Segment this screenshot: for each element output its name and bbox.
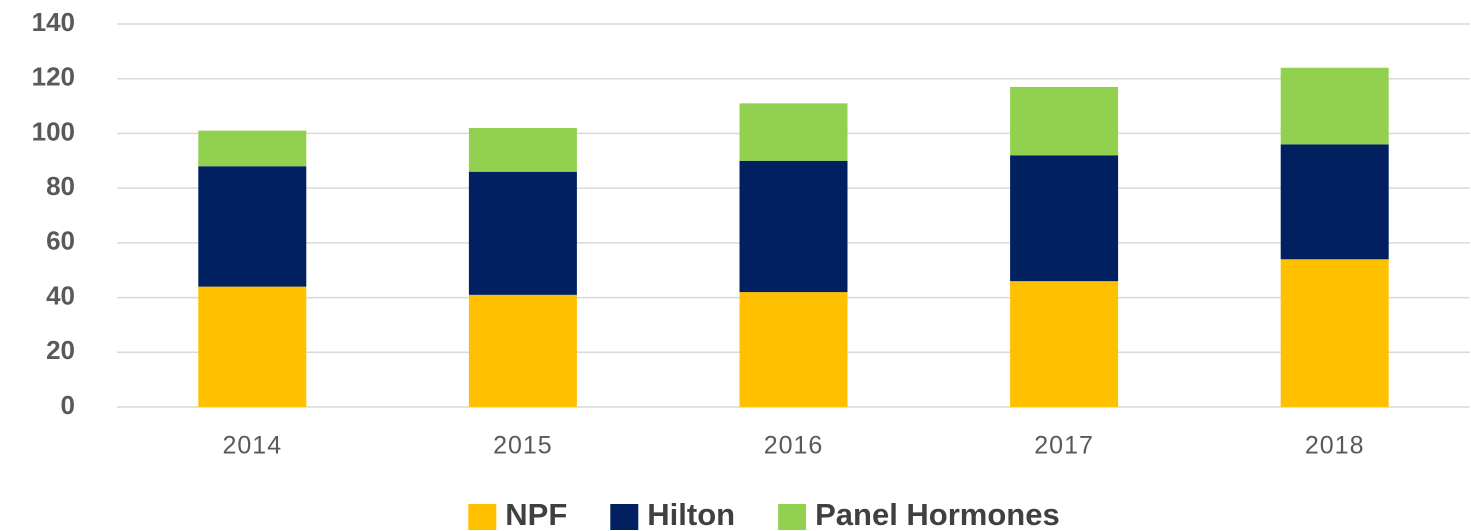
legend-label: NPF: [505, 497, 567, 531]
bar-segment: [739, 160, 848, 293]
y-tick-label: 60: [46, 226, 75, 256]
x-tick-label: 2016: [764, 432, 824, 460]
bar-segment: [1280, 259, 1389, 407]
bar-segment: [468, 171, 577, 295]
bar-segment: [1280, 144, 1389, 260]
bar-segment: [739, 292, 848, 407]
legend-label: Panel Hormones: [815, 497, 1060, 531]
bar-segment: [1010, 86, 1119, 156]
bar-segment: [1010, 281, 1119, 407]
bar-segment: [198, 166, 307, 287]
legend-label: Hilton: [647, 497, 735, 531]
y-tick-label: 40: [46, 280, 75, 310]
bar-segment: [739, 103, 848, 161]
bar-segment: [1280, 67, 1389, 145]
x-tick-label: 2015: [493, 432, 553, 460]
y-tick-label: 100: [32, 116, 75, 146]
x-tick-label: 2017: [1034, 432, 1094, 460]
bar-segment: [1010, 155, 1119, 282]
legend-swatch: [468, 504, 497, 530]
legend-swatch: [778, 504, 807, 530]
bar-segment: [468, 294, 577, 407]
y-tick-label: 20: [46, 335, 75, 365]
x-tick-label: 2014: [222, 432, 282, 460]
y-tick-label: 140: [32, 7, 75, 37]
bar-segment: [198, 286, 307, 407]
bar-segment: [468, 127, 577, 172]
legend-swatch: [610, 504, 639, 530]
x-tick-label: 2018: [1305, 432, 1365, 460]
y-tick-label: 0: [61, 390, 75, 420]
y-tick-label: 80: [46, 171, 75, 201]
y-tick-label: 120: [32, 62, 75, 92]
bar-segment: [198, 130, 307, 167]
